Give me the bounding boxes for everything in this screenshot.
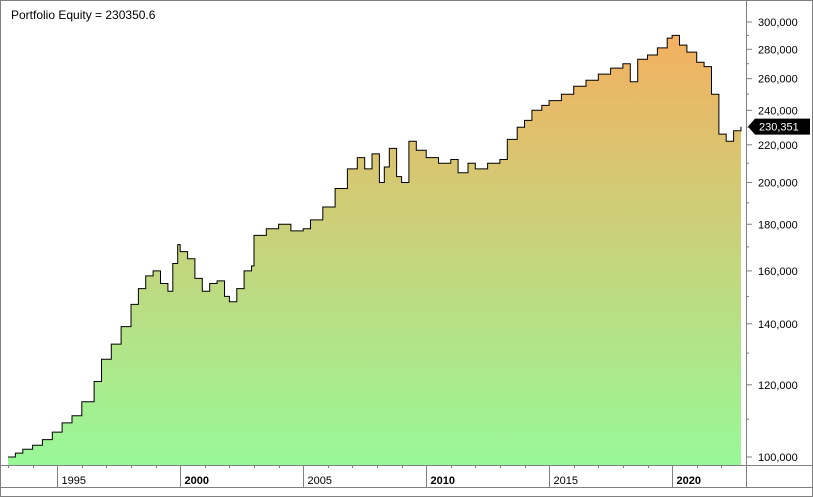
y-tick-label: 200,000 (758, 178, 798, 190)
x-tick-label: 2005 (308, 475, 332, 487)
y-tick-label: 140,000 (758, 319, 798, 331)
last-value-badge (748, 118, 810, 135)
y-tick-label: 260,000 (758, 74, 798, 86)
equity-line (8, 34, 742, 458)
x-tick-label: 1995 (62, 475, 86, 487)
x-tick-label: 2015 (554, 475, 578, 487)
y-tick-label: 100,000 (758, 452, 798, 464)
y-tick-label: 280,000 (758, 44, 798, 56)
y-tick-label: 220,000 (758, 140, 798, 152)
x-tick-label: 2010 (431, 475, 455, 487)
last-value-marker: 230,351 (748, 118, 810, 135)
x-tick-label: 2000 (185, 475, 209, 487)
last-value-label: 230,351 (759, 122, 799, 134)
equity-area (8, 35, 741, 466)
y-tick-label: 160,000 (758, 266, 798, 278)
y-tick-label: 240,000 (758, 105, 798, 117)
x-tick-label: 2020 (677, 475, 701, 487)
y-tick-label: 300,000 (758, 17, 798, 29)
y-tick-label: 180,000 (758, 219, 798, 231)
chart-title: Portfolio Equity = 230350.6 (11, 8, 156, 22)
y-tick-label: 120,000 (758, 380, 798, 392)
